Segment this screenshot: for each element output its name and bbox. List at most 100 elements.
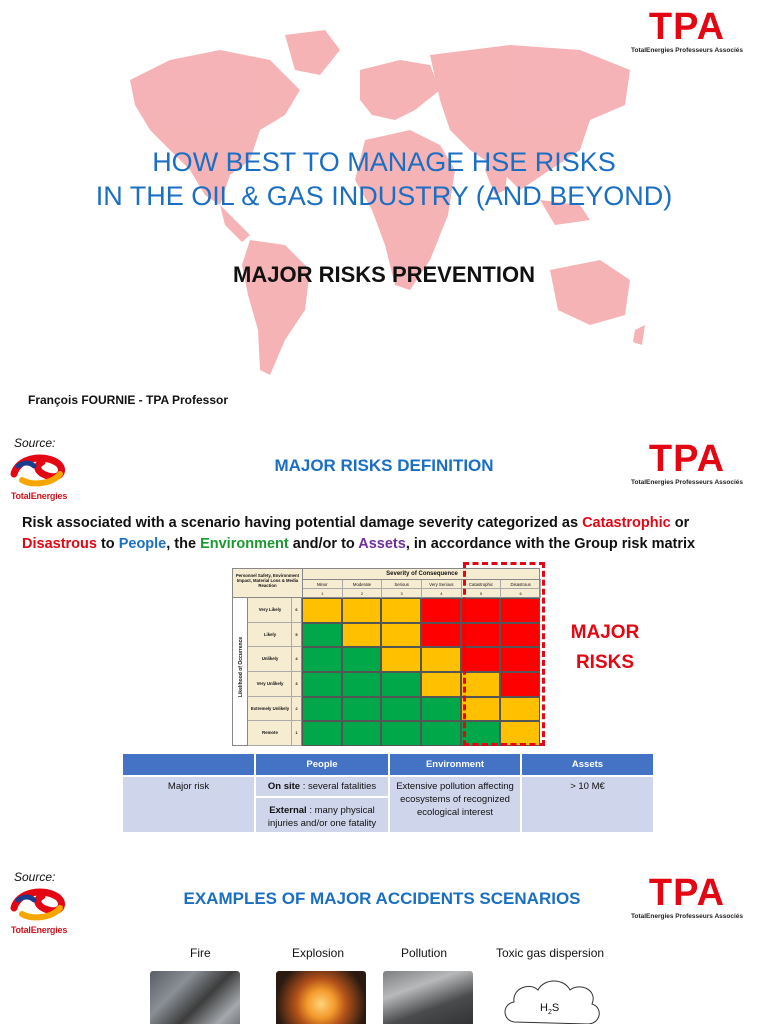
severity-level-6: Disastrous: [501, 580, 541, 589]
major-risk-definition: Risk associated with a scenario having p…: [22, 513, 752, 555]
definition-andor: and/or to: [288, 536, 359, 552]
examples-slide: Source: TotalEnergies EXAMPLES OF MAJOR …: [0, 862, 768, 1024]
definition-or: or: [670, 515, 690, 531]
severity-level-4: Very Serious: [422, 580, 462, 589]
group-risk-matrix: Personnel Safety, Environment Impact, Ma…: [232, 568, 542, 748]
severity-number-6: 6: [501, 589, 541, 598]
definition-catastrophic: Catastrophic: [582, 515, 671, 531]
risk-matrix-cell: [381, 721, 421, 746]
definition-text: Risk associated with a scenario having p…: [22, 515, 583, 531]
risk-table-header-environment: Environment: [388, 752, 522, 777]
risk-matrix-cell: [460, 696, 501, 722]
severity-number-5: 5: [462, 589, 502, 598]
risk-matrix-cell: [341, 622, 382, 648]
definition-heading: MAJOR RISKS DEFINITION: [274, 456, 494, 475]
likelihood-level-row: Extremely Unlikely 2: [248, 696, 302, 722]
definition-tail: , in accordance with the Group risk matr…: [405, 536, 696, 552]
tpa-logo-tagline: TotalEnergies Professeurs Associés: [631, 47, 743, 54]
h2s-label: H2S: [540, 1002, 559, 1016]
likelihood-level-row: Unlikely 4: [248, 647, 302, 672]
likelihood-level-row: Very Likely 6: [248, 598, 302, 623]
risk-matrix-cell: [341, 647, 382, 672]
risk-matrix-cell: [421, 622, 461, 648]
risk-matrix-cell: [500, 622, 540, 648]
major-risks-label: MAJOR RISKS: [555, 618, 655, 678]
likelihood-level-name: Very Likely: [258, 607, 282, 612]
likelihood-level-row: Very Unlikely 3: [248, 672, 302, 697]
severity-number-3: 3: [382, 589, 422, 598]
risk-matrix-cell: [460, 647, 501, 672]
totalenergies-name: TotalEnergies: [10, 491, 68, 501]
risk-matrix-cell: [341, 721, 382, 746]
scenario-fire-label: Fire: [190, 946, 211, 960]
risk-matrix-cell: [460, 622, 501, 648]
risk-matrix-cell: [302, 672, 342, 697]
people-onsite-text: : several fatalities: [300, 781, 377, 792]
risk-matrix-cell: [421, 721, 461, 746]
definition-people: People: [118, 536, 167, 552]
risk-matrix-cell: [381, 622, 421, 648]
totalenergies-name: TotalEnergies: [10, 925, 68, 935]
tpa-logo-mark: TPA: [648, 438, 726, 480]
likelihood-level-name: Likely: [263, 631, 277, 637]
severity-level-1: Minor: [303, 580, 343, 589]
risk-matrix-cell: [302, 647, 342, 672]
risk-matrix-cell: [381, 598, 421, 623]
likelihood-level-number: 6: [291, 598, 301, 622]
tpa-logo-mark: TPA: [648, 6, 726, 48]
risk-matrix-cell: [421, 647, 461, 672]
risk-matrix-cell: [341, 598, 382, 623]
tpa-logo-tagline: TotalEnergies Professeurs Associés: [631, 479, 743, 486]
slide1-title: HOW BEST TO MANAGE HSE RISKS IN THE OIL …: [0, 145, 768, 213]
pollution-photo: [383, 971, 473, 1024]
risk-matrix-cell: [500, 672, 540, 697]
explosion-photo: [276, 971, 366, 1024]
world-map-background: [130, 30, 645, 375]
risk-matrix-cell: [421, 672, 461, 697]
major-risk-table: People Environment Assets Major risk On …: [121, 752, 655, 834]
toxic-gas-cloud-icon: [504, 980, 600, 1024]
risk-matrix-cell: [381, 672, 421, 697]
major-risks-label-line1: MAJOR: [570, 622, 640, 643]
likelihood-level-number: 4: [291, 647, 301, 672]
risk-table-row: Major risk On site : several fatalities …: [121, 775, 655, 834]
risk-table-header-assets: Assets: [520, 752, 655, 777]
source-label: Source:: [14, 436, 56, 450]
severity-level-5: Catastrophic: [461, 580, 502, 589]
risk-matrix-cell: [421, 696, 461, 722]
totalenergies-swirl-icon: [10, 454, 65, 487]
h2s-h: H: [540, 1002, 548, 1014]
definition-slide: Source: TotalEnergies MAJOR RISKS DEFINI…: [0, 428, 768, 848]
tpa-logo: TPA TotalEnergies Professeurs Associés: [622, 874, 752, 920]
people-onsite: On site : several fatalities: [256, 777, 388, 796]
risk-matrix-cell: [500, 696, 540, 722]
tpa-logo-mark: TPA: [648, 872, 726, 914]
scenario-explosion-label: Explosion: [292, 946, 345, 960]
severity-number-4: 4: [422, 589, 462, 598]
tpa-logo-tagline: TotalEnergies Professeurs Associés: [631, 913, 743, 920]
people-onsite-label: On site: [267, 781, 301, 792]
likelihood-level-name: Remote: [262, 730, 278, 736]
people-external: External : many physical injuries and/or…: [256, 796, 388, 832]
people-external-label: External: [269, 805, 307, 816]
risk-table-header-row: People Environment Assets: [121, 752, 655, 777]
major-risks-highlight-box: [463, 562, 545, 746]
tpa-logo: TPA TotalEnergies Professeurs Associés: [622, 8, 752, 54]
risk-matrix-cell: [460, 672, 501, 697]
slide1-subtitle: MAJOR RISKS PREVENTION: [233, 262, 535, 287]
h2s-s: S: [551, 1002, 560, 1014]
slide1-title-line1: HOW BEST TO MANAGE HSE RISKS: [152, 147, 616, 177]
risk-matrix-cell: [421, 598, 461, 623]
scenario-toxic-gas-label: Toxic gas dispersion: [496, 946, 605, 960]
severity-level-3: Serious: [382, 580, 422, 589]
risk-matrix-cell: [302, 696, 342, 722]
risk-matrix-cell: [341, 672, 382, 697]
fire-photo: [150, 971, 240, 1024]
severity-number-2: 2: [343, 589, 383, 598]
severity-number-1: 1: [303, 589, 343, 598]
definition-disastrous: Disastrous: [22, 536, 97, 552]
likelihood-level-number: 2: [291, 696, 301, 721]
risk-matrix-cell: [500, 598, 540, 623]
major-risks-label-line2: RISKS: [575, 652, 635, 673]
people-external-text: : many physical injuries and/or one fata…: [267, 805, 377, 829]
